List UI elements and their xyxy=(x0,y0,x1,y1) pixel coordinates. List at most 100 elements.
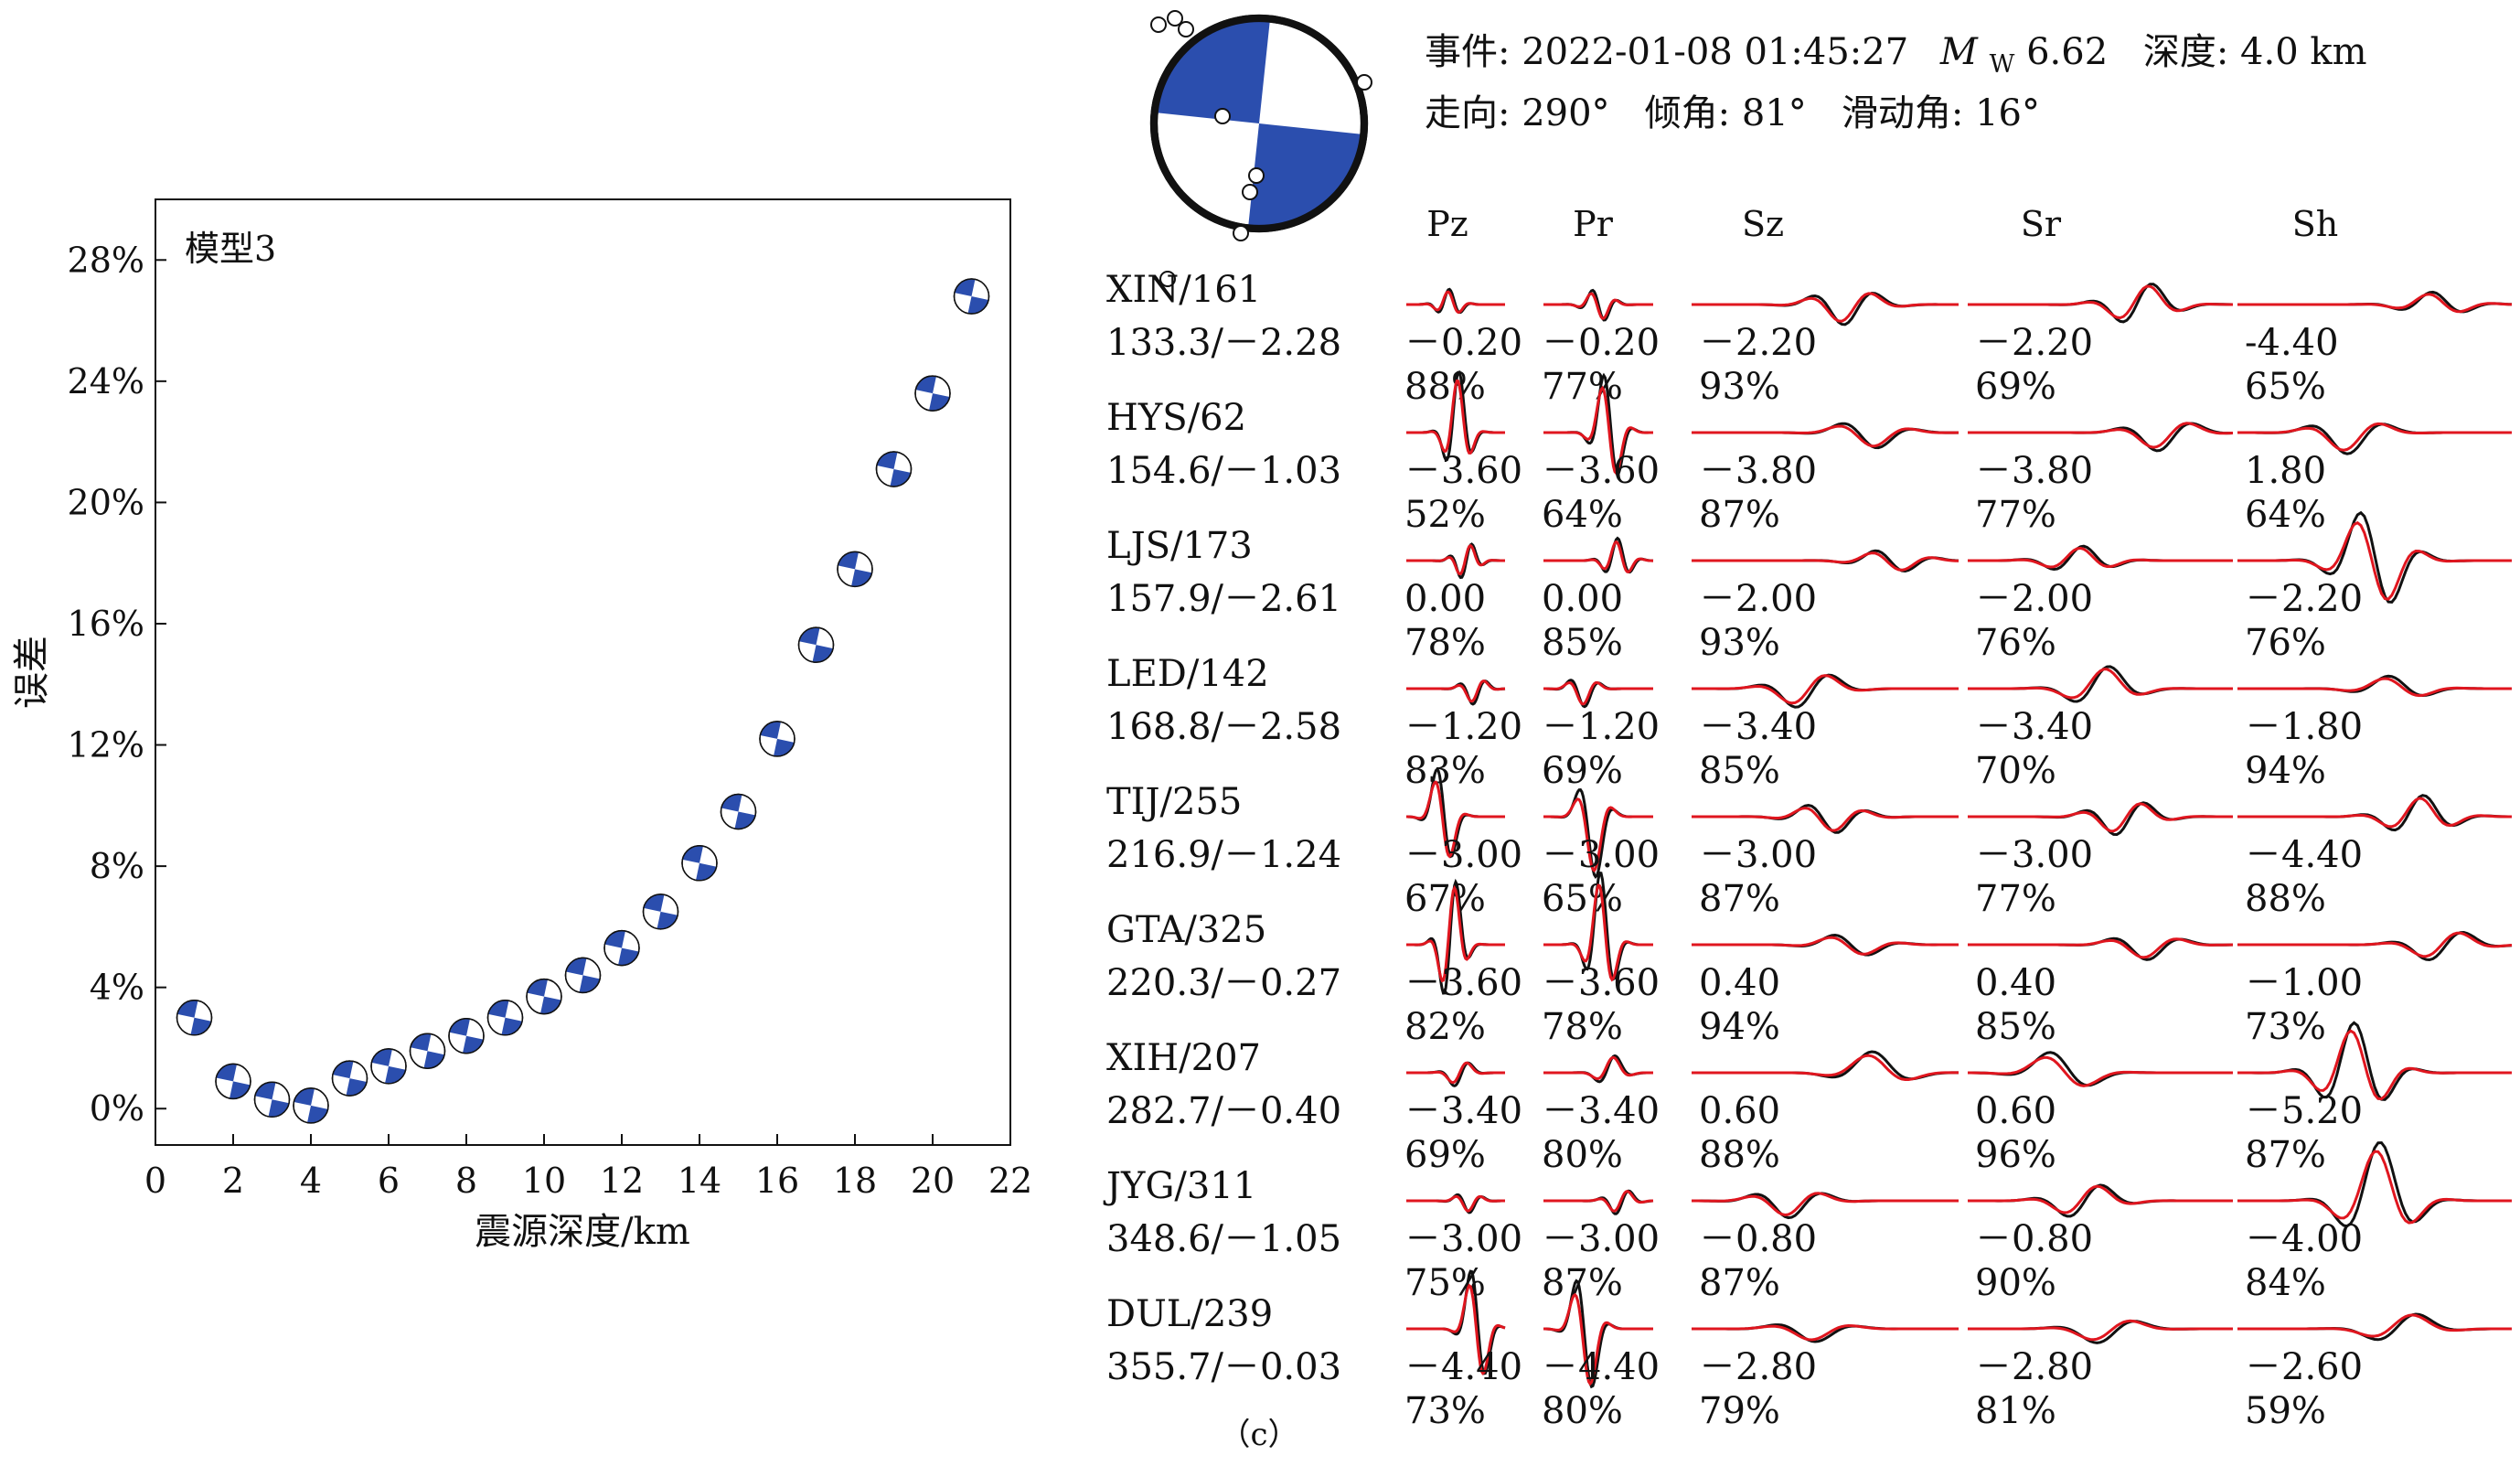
time-shift-value: 0.00 xyxy=(1542,578,1623,620)
y-tick-label: 20% xyxy=(68,482,144,522)
synthetic-waveform xyxy=(1968,668,2233,700)
focal-mechanism-beachball xyxy=(1149,10,1372,287)
time-shift-value: －3.00 xyxy=(1542,834,1660,876)
synthetic-waveform xyxy=(1968,937,2234,959)
station-name: GTA/325 xyxy=(1106,909,1266,951)
synthetic-waveform xyxy=(1543,883,1653,982)
y-tick-label: 8% xyxy=(90,846,144,886)
time-shift-value: －2.80 xyxy=(1699,1346,1817,1388)
station-name: XIN/161 xyxy=(1106,269,1261,311)
synthetic-waveform xyxy=(1968,284,2233,320)
synthetic-waveform xyxy=(2237,1313,2512,1338)
observed-waveform xyxy=(1692,673,1959,709)
fit-percentage: 87% xyxy=(1699,878,1780,920)
time-shift-value: －5.20 xyxy=(2245,1090,2363,1132)
synthetic-waveform xyxy=(1968,422,2234,449)
observed-waveform xyxy=(1692,422,1959,450)
event-depth: 深度: 4.0 km xyxy=(2143,31,2367,73)
station-name: XIH/207 xyxy=(1106,1037,1261,1079)
fit-percentage: 69% xyxy=(1975,366,2056,408)
observed-waveform xyxy=(2237,674,2512,698)
plot-frame xyxy=(155,198,1011,1146)
synthetic-waveform xyxy=(2237,293,2513,314)
depth-point-beachball xyxy=(370,1048,407,1085)
fit-percentage: 87% xyxy=(2245,1134,2326,1176)
time-shift-value: －3.60 xyxy=(1404,962,1522,1004)
time-shift-value: －4.40 xyxy=(1404,1346,1522,1388)
station-distance-azimuth: 282.7/－0.40 xyxy=(1106,1090,1341,1132)
synthetic-waveform xyxy=(1692,1054,1959,1081)
fit-percentage: 93% xyxy=(1699,622,1780,664)
synthetic-waveform xyxy=(1406,543,1505,576)
time-shift-value: －3.80 xyxy=(1699,450,1817,492)
time-shift-value: 1.80 xyxy=(2245,450,2326,492)
synthetic-waveform xyxy=(1692,674,1959,705)
synthetic-waveform xyxy=(1406,1061,1505,1085)
time-shift-value: 0.40 xyxy=(1699,962,1780,1004)
synthetic-waveform xyxy=(1543,292,1653,320)
fit-percentage: 67% xyxy=(1404,878,1486,920)
synthetic-waveform xyxy=(1406,884,1505,983)
station-name: HYS/62 xyxy=(1106,397,1246,439)
fit-percentage: 70% xyxy=(1975,750,2056,792)
synthetic-waveform xyxy=(1692,424,1959,448)
depth-point-beachball xyxy=(642,894,679,930)
fit-percentage: 76% xyxy=(1975,622,2056,664)
station-distance-azimuth: 348.6/－1.05 xyxy=(1106,1218,1341,1260)
magnitude-value: 6.62 xyxy=(2026,31,2108,73)
depth-point-beachball xyxy=(409,1033,446,1070)
x-tick-label: 0 xyxy=(144,1161,166,1201)
synthetic-waveform xyxy=(1968,1055,2233,1087)
event-line1: 事件: 2022-01-08 01:45:27 M W 6.62 深度: 4.0… xyxy=(1425,31,2367,81)
time-shift-value: －4.00 xyxy=(2245,1218,2363,1260)
column-header-sr: Sr xyxy=(2021,204,2062,244)
time-shift-value: －0.80 xyxy=(1699,1218,1817,1260)
synthetic-waveform xyxy=(1968,546,2233,569)
fit-percentage: 69% xyxy=(1542,750,1623,792)
time-shift-value: －3.00 xyxy=(1699,834,1817,876)
station-distance-azimuth: 355.7/－0.03 xyxy=(1106,1346,1341,1388)
y-axis-ticks: 0% 4% 8% 12% 16% 20% 24% 28% xyxy=(68,240,166,1129)
time-shift-value: －4.40 xyxy=(1542,1346,1660,1388)
depth-point-beachball xyxy=(253,1081,291,1118)
time-shift-value: －3.60 xyxy=(1542,962,1660,1004)
synthetic-waveform xyxy=(1968,802,2233,833)
synthetic-waveform xyxy=(2237,422,2512,452)
fit-percentage: 96% xyxy=(1975,1134,2056,1176)
fit-percentage: 87% xyxy=(1699,1262,1780,1304)
fit-percentage: 64% xyxy=(1542,494,1623,536)
time-shift-value: －3.40 xyxy=(1699,706,1817,748)
synthetic-waveform xyxy=(1543,1055,1653,1081)
fit-percentage: 59% xyxy=(2245,1390,2326,1432)
station-polarity-marker xyxy=(1150,16,1167,33)
y-axis-label: 误差 xyxy=(11,636,53,709)
column-header-sz: Sz xyxy=(1742,204,1784,244)
time-shift-value: －2.20 xyxy=(1699,322,1817,364)
depth-point-beachball xyxy=(875,451,913,487)
fit-percentage: 79% xyxy=(1699,1390,1780,1432)
depth-points xyxy=(176,278,990,1124)
time-shift-value: －3.80 xyxy=(1975,450,2093,492)
x-tick-label: 20 xyxy=(911,1161,955,1201)
observed-waveform xyxy=(1543,536,1654,574)
time-shift-value: －3.00 xyxy=(1404,1218,1522,1260)
station-polarity-marker xyxy=(1356,74,1372,91)
time-shift-value: －3.00 xyxy=(1542,1218,1660,1260)
depth-point-beachball xyxy=(797,626,835,663)
synthetic-waveform xyxy=(1692,1323,1959,1342)
time-shift-value: －3.00 xyxy=(1404,834,1522,876)
depth-point-beachball xyxy=(176,1000,213,1036)
model-label: 模型3 xyxy=(185,229,276,269)
observed-waveform xyxy=(1968,544,2233,572)
depth-point-beachball xyxy=(681,845,718,882)
fit-percentage: 88% xyxy=(2245,878,2326,920)
time-shift-value: －3.60 xyxy=(1542,450,1660,492)
depth-point-beachball xyxy=(564,957,602,994)
synthetic-waveform xyxy=(1692,936,1959,956)
